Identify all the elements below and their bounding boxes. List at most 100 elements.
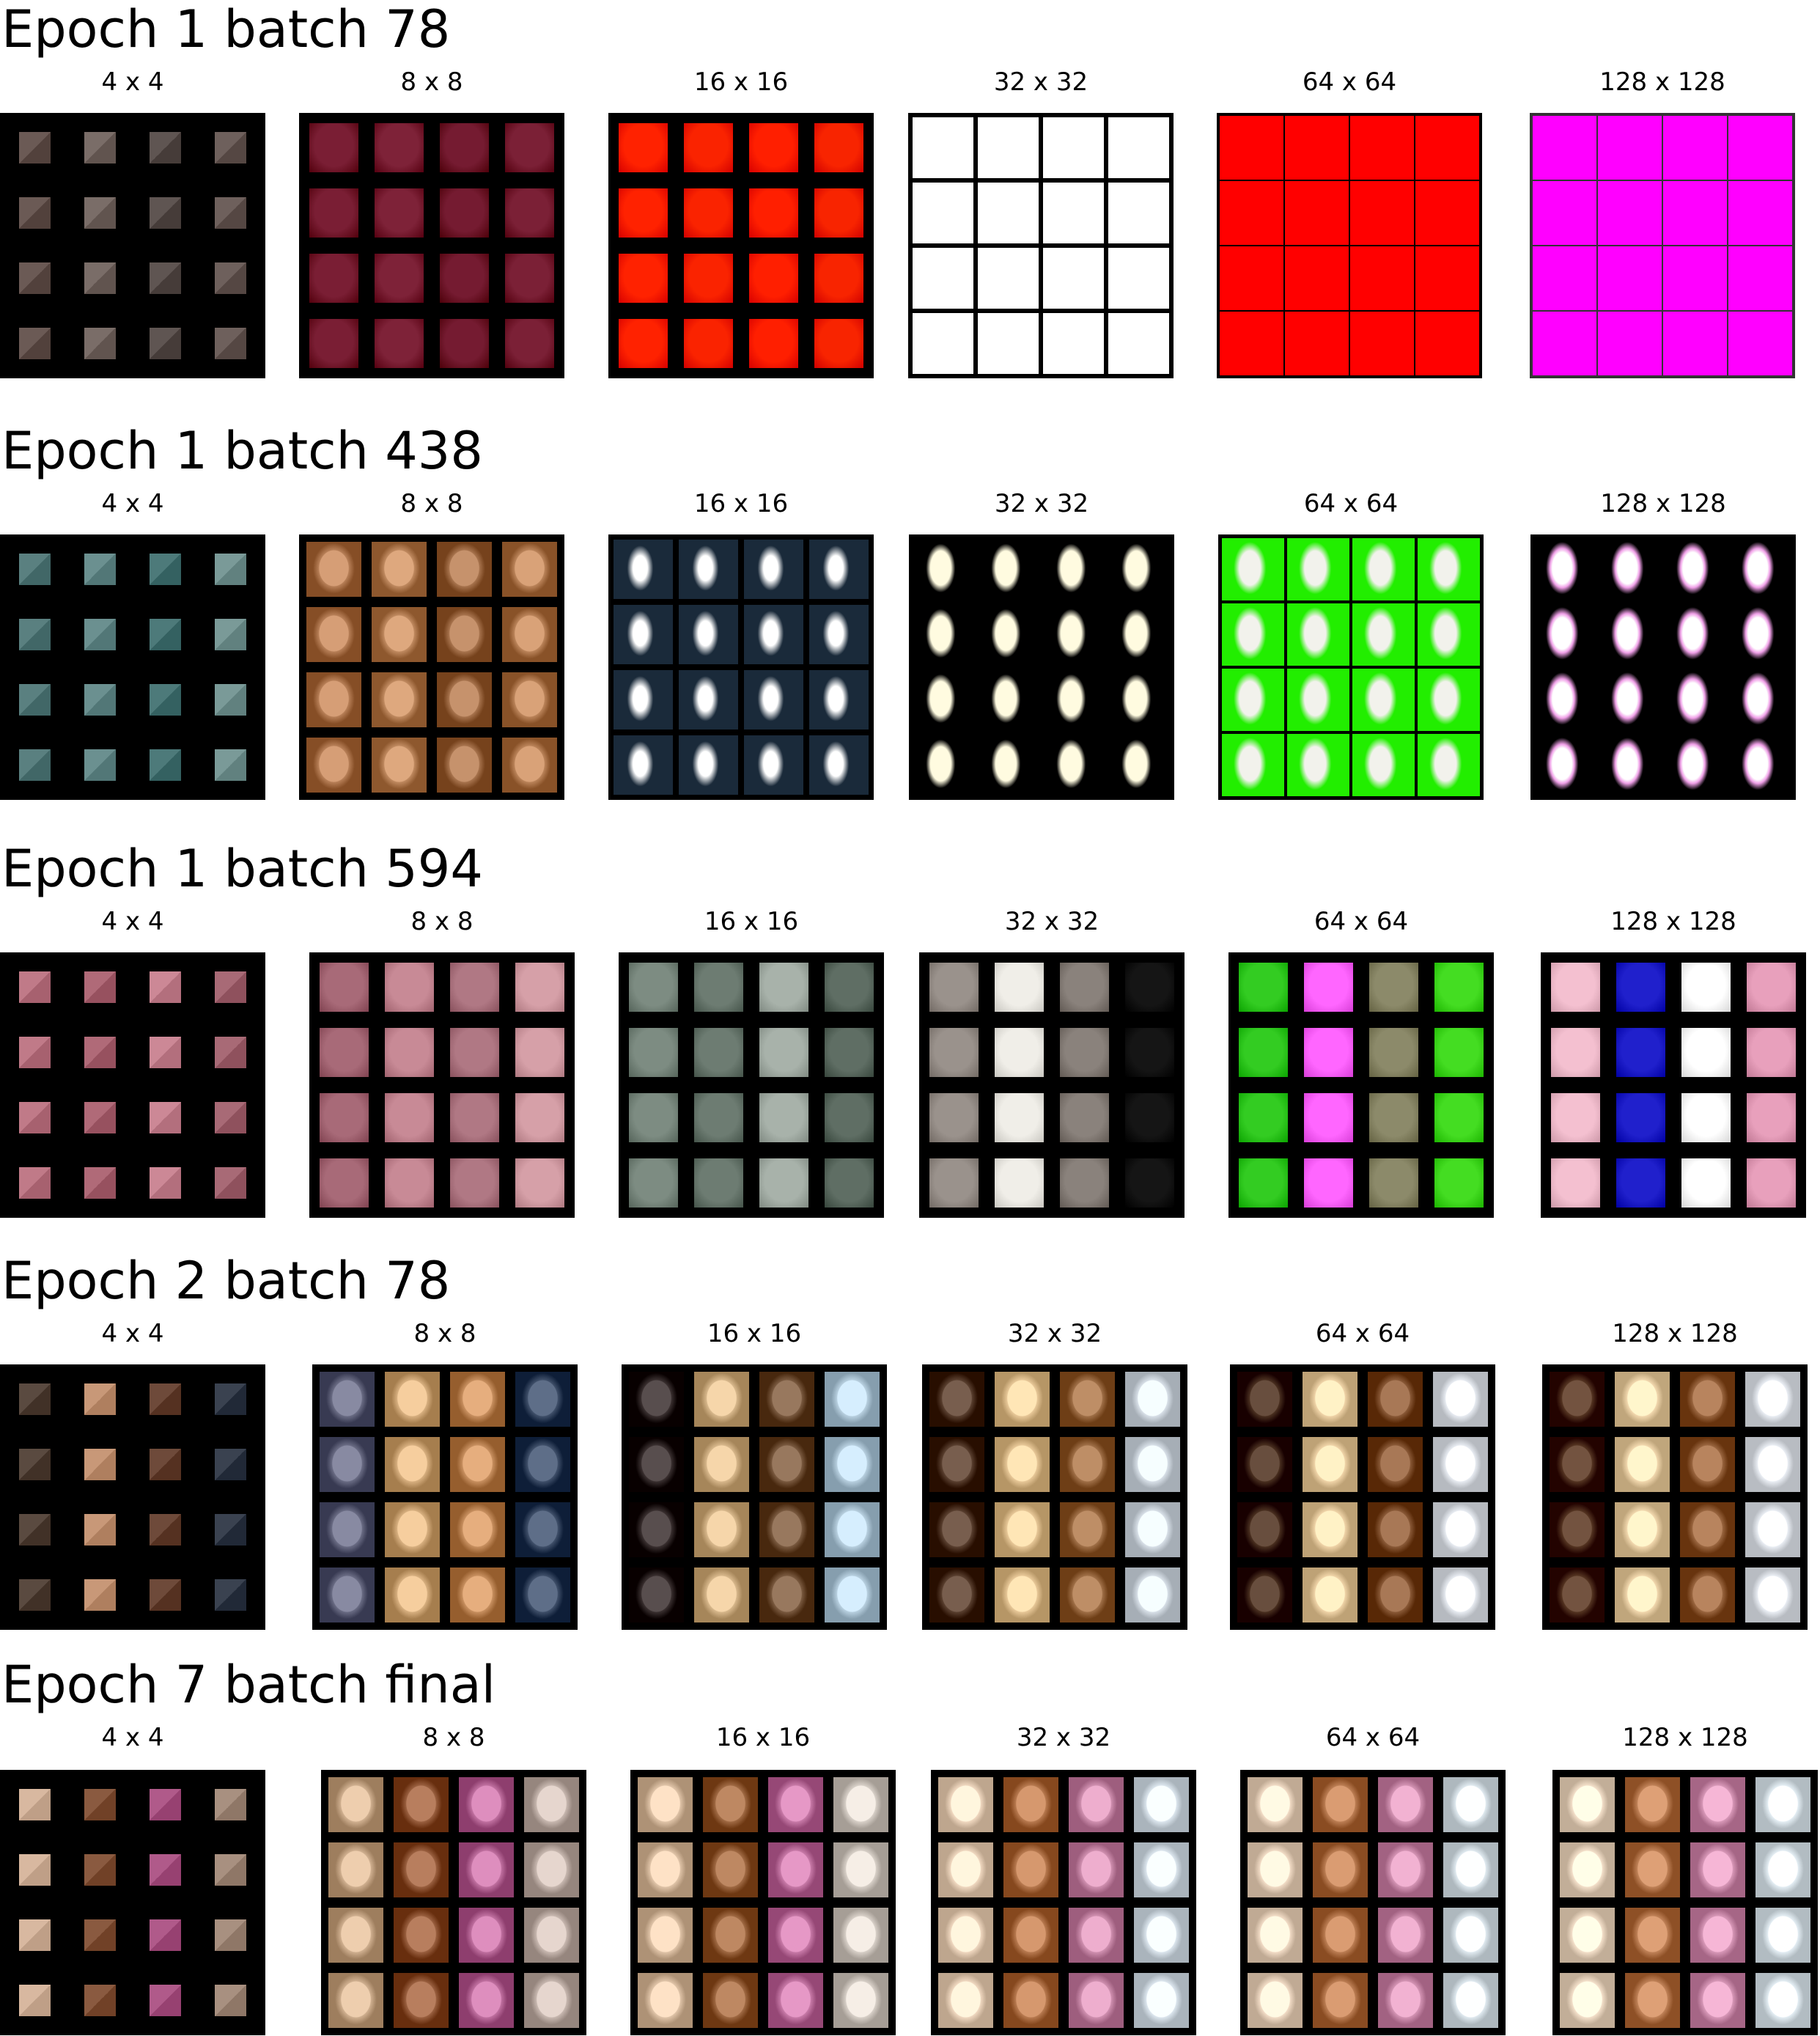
sample-cell	[515, 1568, 570, 1622]
sample-cell	[1599, 734, 1662, 796]
sample-cell	[502, 542, 557, 597]
sample-cell	[694, 1502, 749, 1557]
sample-cell	[768, 1908, 823, 1963]
sample-cell	[679, 605, 738, 664]
sample-grid-image	[1217, 113, 1482, 378]
sample-cell	[1615, 1027, 1666, 1078]
sample-cell	[1368, 1027, 1419, 1078]
sample-cell	[328, 1908, 383, 1963]
sample-cell	[679, 670, 738, 729]
sample-cell	[1222, 669, 1284, 731]
sample-cell	[215, 619, 246, 650]
resolution-panel: 8 x 8	[312, 1252, 578, 1630]
sample-cell	[1350, 246, 1414, 310]
sample-cell	[929, 962, 979, 1013]
resolution-label: 32 x 32	[1004, 907, 1099, 936]
sample-cell	[1665, 603, 1727, 666]
sample-cell	[150, 132, 181, 163]
sample-cell	[1745, 1568, 1800, 1622]
sample-cell	[1418, 669, 1480, 731]
resolution-label: 128 x 128	[1599, 67, 1725, 97]
sample-cell	[1550, 1158, 1601, 1208]
sample-cell	[744, 540, 803, 599]
sample-cell	[502, 607, 557, 662]
sample-grid-image	[312, 1364, 578, 1630]
sample-cell	[84, 1383, 116, 1415]
sample-cell	[618, 188, 668, 238]
sample-cell	[628, 962, 679, 1013]
sample-cell	[1728, 246, 1792, 310]
resolution-panel: 4 x 4	[0, 0, 265, 378]
sample-cell	[1680, 1502, 1735, 1557]
sample-cell	[638, 1973, 693, 2028]
sample-cell	[1285, 116, 1349, 180]
resolution-label: 32 x 32	[1016, 1723, 1111, 1752]
sample-cell	[515, 962, 565, 1013]
sample-cell	[319, 1092, 369, 1143]
sample-cell	[693, 1027, 744, 1078]
epoch-section: Epoch 2 batch 78 4 x 4 8 x 8 16 x 16 32 x 32…	[0, 1252, 1820, 1630]
sample-cell	[84, 1102, 116, 1133]
sample-cell	[938, 1973, 993, 2028]
resolution-panel: 8 x 8	[299, 0, 564, 378]
sample-cell	[1352, 538, 1415, 600]
sample-cell	[1108, 248, 1169, 309]
sample-cell	[84, 971, 116, 1003]
sample-cell	[1728, 312, 1792, 375]
sample-cell	[1368, 962, 1419, 1013]
sample-cell	[618, 318, 668, 369]
sample-cell	[694, 1437, 749, 1492]
sample-cell	[938, 1908, 993, 1963]
sample-cell	[1550, 1372, 1605, 1427]
sample-cell	[19, 1579, 51, 1611]
sample-cell	[1615, 962, 1666, 1013]
sample-cell	[1350, 116, 1414, 180]
sample-cell	[374, 318, 424, 369]
sample-cell	[215, 554, 246, 585]
sample-cell	[215, 328, 246, 359]
sample-cell	[84, 1985, 116, 2016]
resolution-label: 64 x 64	[1314, 907, 1409, 936]
sample-cell	[1108, 313, 1169, 374]
sample-grid-image	[1230, 1364, 1495, 1630]
sample-cell	[1285, 312, 1349, 375]
sample-cell	[309, 122, 359, 173]
sample-cell	[759, 1372, 814, 1427]
sample-cell	[19, 1167, 51, 1199]
sample-cell	[748, 122, 799, 173]
resolution-label: 32 x 32	[1007, 1319, 1102, 1348]
sample-cell	[215, 971, 246, 1003]
sample-grid-image	[909, 534, 1174, 800]
sample-cell	[450, 1502, 505, 1557]
sample-cell	[1237, 1437, 1292, 1492]
sample-cell	[320, 1372, 375, 1427]
sample-cell	[1287, 538, 1349, 600]
sample-cell	[744, 670, 803, 729]
sample-cell	[515, 1027, 565, 1078]
sample-cell	[215, 132, 246, 163]
sample-cell	[524, 1777, 579, 1832]
sample-cell	[833, 1908, 888, 1963]
resolution-label: 8 x 8	[410, 907, 474, 936]
sample-cell	[1248, 1973, 1303, 2028]
resolution-panel: 8 x 8	[299, 422, 564, 800]
sample-cell	[703, 1908, 758, 1963]
sample-cell	[1746, 1092, 1797, 1143]
sample-cell	[1108, 183, 1169, 243]
sample-cell	[1368, 1502, 1423, 1557]
sample-cell	[84, 749, 116, 781]
sample-cell	[215, 1449, 246, 1480]
sample-grid-image	[309, 952, 575, 1218]
resolution-panel: 128 x 128	[1541, 839, 1806, 1218]
resolution-label: 4 x 4	[101, 907, 164, 936]
sample-cell	[502, 672, 557, 727]
sample-cell	[938, 1777, 993, 1832]
sample-cell	[1663, 312, 1727, 375]
sample-grid-image	[1542, 1364, 1808, 1630]
resolution-panel: 64 x 64	[1230, 1252, 1495, 1630]
sample-cell	[306, 738, 361, 793]
resolution-panel: 128 x 128	[1542, 1252, 1808, 1630]
resolution-label: 128 x 128	[1612, 1319, 1738, 1348]
sample-cell	[978, 117, 1039, 178]
sample-cell	[1313, 1777, 1368, 1832]
